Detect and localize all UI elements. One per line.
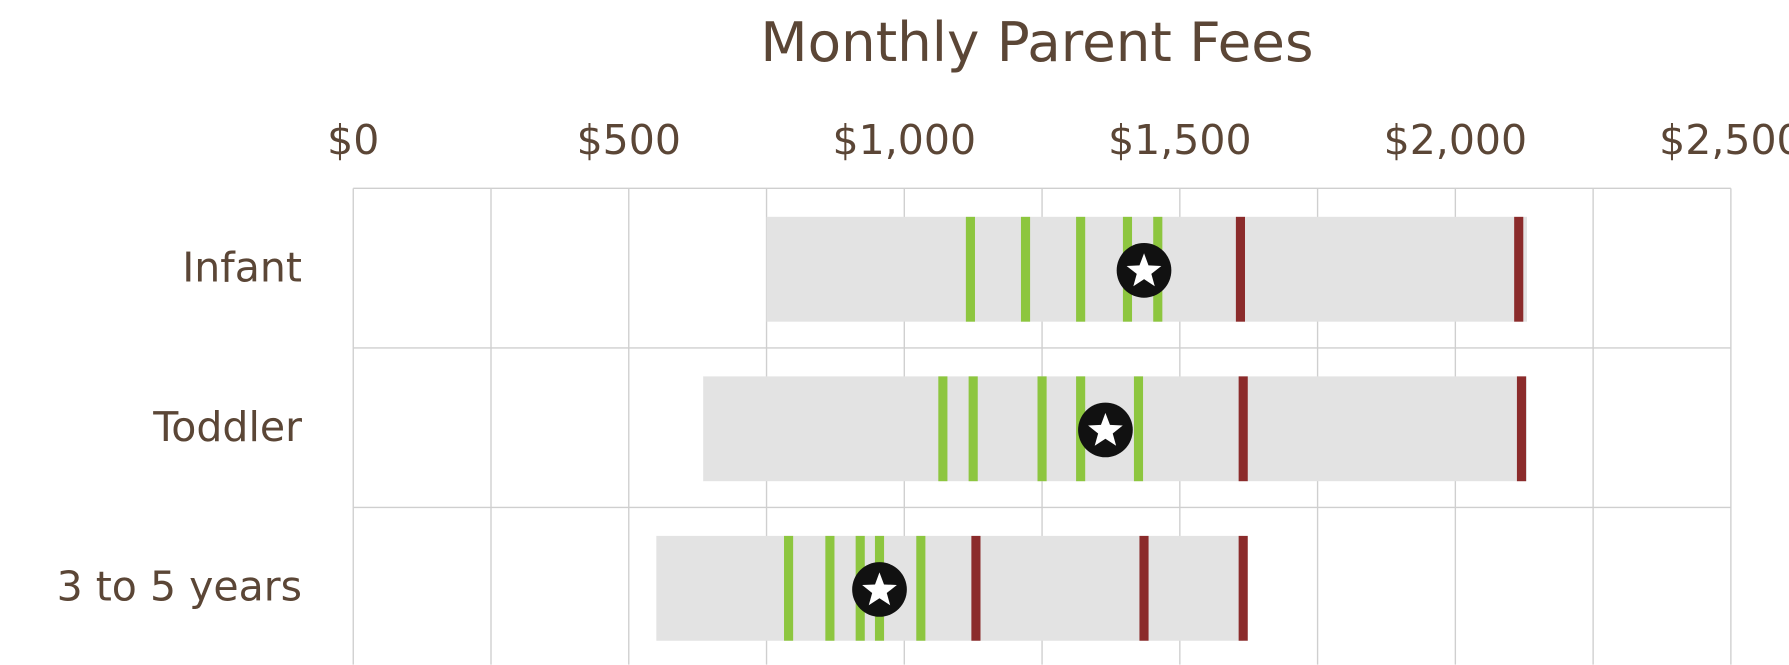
star-marker	[1116, 243, 1172, 298]
x-tick-label: $2,000	[1384, 116, 1528, 164]
red-line	[1238, 535, 1248, 641]
range-bar	[656, 535, 1244, 641]
x-tick-label: $1,500	[1108, 116, 1252, 164]
green-line	[1076, 216, 1086, 322]
star-marker	[852, 562, 907, 617]
category-label: Infant	[182, 243, 302, 291]
red-line	[971, 535, 981, 641]
green-line	[825, 535, 835, 641]
star-shape	[1126, 253, 1162, 287]
x-tick-label: $500	[577, 116, 681, 164]
green-line	[1133, 376, 1144, 482]
x-tick-label: $1,000	[833, 116, 977, 164]
green-line	[938, 376, 948, 482]
x-tick-label: $2,500	[1659, 116, 1789, 164]
green-line	[784, 535, 794, 641]
star-shape	[862, 572, 897, 606]
green-line	[1020, 216, 1031, 322]
red-line	[1235, 216, 1246, 322]
star-shape	[1088, 412, 1123, 446]
chart-title: Monthly Parent Fees	[760, 10, 1313, 74]
red-line	[1238, 376, 1248, 482]
star-marker	[1078, 402, 1133, 458]
red-line	[1516, 376, 1527, 482]
red-line	[1514, 216, 1524, 322]
x-tick-label: $0	[327, 116, 379, 164]
category-label: 3 to 5 years	[57, 562, 302, 610]
green-line	[968, 376, 978, 482]
green-line	[916, 535, 926, 641]
red-line	[1139, 535, 1149, 641]
green-line	[965, 216, 975, 322]
category-label: Toddler	[152, 403, 302, 451]
green-line	[1037, 376, 1047, 482]
